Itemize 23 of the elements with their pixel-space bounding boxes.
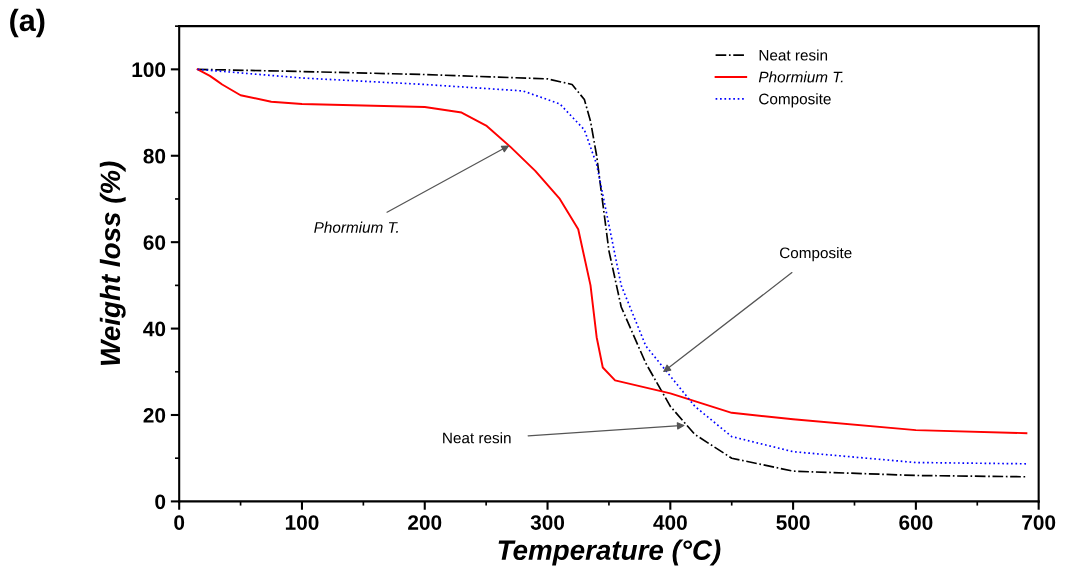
legend-label: Composite	[759, 93, 831, 108]
annotation: Phormium T.	[314, 221, 398, 233]
annotation: Neat resin	[443, 432, 511, 444]
x-tick-label: 0	[174, 515, 185, 530]
y-axis-title: Weight loss (%)	[99, 161, 126, 365]
x-tick-label: 300	[530, 515, 565, 530]
y-tick-label: 0	[155, 494, 166, 510]
x-tick-label: 500	[776, 515, 810, 530]
x-tick-label: 700	[1022, 515, 1056, 530]
y-tick-label: 20	[143, 407, 166, 423]
y-tick-label: 60	[143, 235, 166, 250]
y-tick-label: 40	[143, 321, 166, 337]
y-tick-label: 80	[143, 148, 166, 164]
x-axis-title: Temperature (°C)	[498, 539, 721, 566]
legend-label: Neat resin	[759, 49, 828, 61]
chart-title: (a)	[10, 8, 45, 38]
y-tick-label: 100	[132, 62, 166, 78]
annotation: Composite	[779, 247, 852, 262]
x-tick-label: 400	[653, 515, 687, 530]
x-tick-label: 100	[285, 515, 319, 530]
legend-label: Phormium T.	[758, 71, 843, 83]
x-tick-label: 200	[408, 515, 442, 530]
x-tick-label: 600	[899, 515, 933, 530]
